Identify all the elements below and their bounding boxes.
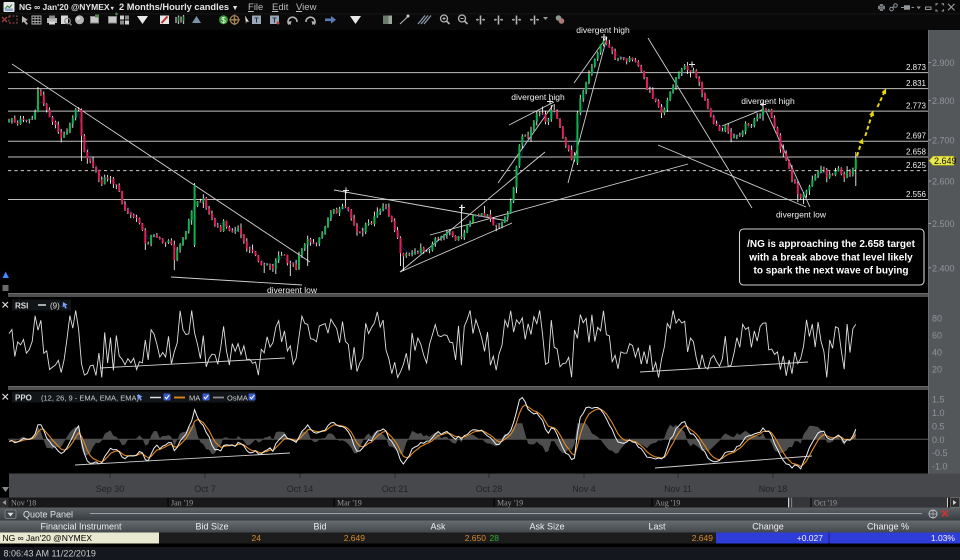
svg-text:NG ∞ Jan'20 @NYMEX: NG ∞ Jan'20 @NYMEX	[3, 533, 93, 543]
svg-text:Aug '19: Aug '19	[655, 498, 680, 507]
svg-text:MA: MA	[189, 394, 200, 403]
svg-text:1.5: 1.5	[932, 395, 945, 405]
svg-text:Quote Panel: Quote Panel	[23, 510, 73, 520]
svg-text:Oct 21: Oct 21	[382, 484, 409, 494]
svg-text:(12, 26, 9 - EMA, EMA, EMA): (12, 26, 9 - EMA, EMA, EMA)	[41, 394, 139, 403]
svg-text:Ask: Ask	[430, 522, 446, 532]
svg-text:0.0: 0.0	[932, 435, 945, 445]
svg-text:Change: Change	[752, 522, 784, 532]
svg-text:$: $	[221, 16, 226, 25]
svg-text:2.773: 2.773	[906, 102, 927, 111]
svg-text:2.649: 2.649	[344, 533, 366, 543]
svg-text:2.649: 2.649	[692, 533, 714, 543]
svg-text:60: 60	[932, 331, 942, 341]
svg-text:Nov 11: Nov 11	[664, 484, 692, 494]
svg-text:+0.027: +0.027	[797, 533, 824, 543]
svg-text:with a break above that level: with a break above that level likely	[748, 253, 913, 264]
svg-text:2.800: 2.800	[932, 96, 955, 106]
svg-text:Bid Size: Bid Size	[195, 522, 228, 532]
svg-text:24: 24	[252, 533, 262, 543]
svg-text:Jan '19: Jan '19	[171, 498, 193, 507]
svg-text:PPO: PPO	[15, 394, 32, 403]
svg-text:Oct '19: Oct '19	[814, 498, 837, 507]
svg-text:80: 80	[932, 314, 942, 324]
svg-text:Bid: Bid	[313, 522, 326, 532]
svg-text:20: 20	[932, 365, 942, 375]
svg-text:1.0: 1.0	[932, 408, 945, 418]
svg-text:divergent low: divergent low	[776, 210, 827, 220]
svg-text:Oct 14: Oct 14	[287, 484, 314, 494]
svg-text:T: T	[254, 18, 259, 25]
svg-text:Financial Instrument: Financial Instrument	[40, 522, 122, 532]
svg-text:divergent high: divergent high	[741, 96, 795, 106]
svg-text:-1.0: -1.0	[932, 462, 948, 472]
svg-text:T: T	[272, 18, 277, 25]
svg-text:Ask Size: Ask Size	[529, 522, 564, 532]
svg-text:8:06:43 AM 11/22/2019: 8:06:43 AM 11/22/2019	[4, 549, 96, 559]
svg-text:-0.5: -0.5	[932, 448, 948, 458]
svg-text:2.650: 2.650	[465, 533, 487, 543]
svg-text:to spark the next wave of buyi: to spark the next wave of buying	[753, 266, 908, 277]
svg-text:2.625: 2.625	[906, 161, 927, 170]
svg-text:2.600: 2.600	[932, 177, 955, 187]
svg-text:Oct 28: Oct 28	[476, 484, 503, 494]
svg-text:2.400: 2.400	[932, 263, 955, 273]
svg-text:2.658: 2.658	[906, 148, 927, 157]
svg-text:divergent high: divergent high	[511, 92, 565, 102]
svg-text:Last: Last	[648, 522, 666, 532]
svg-text:May '19: May '19	[497, 498, 523, 507]
svg-text:Nov '18: Nov '18	[11, 498, 36, 507]
svg-text:1.03%: 1.03%	[931, 533, 956, 543]
svg-text:Sep 30: Sep 30	[96, 484, 125, 494]
svg-text:/NG is approaching the 2.658 t: /NG is approaching the 2.658 target	[747, 239, 915, 250]
svg-text:2.873: 2.873	[906, 63, 927, 72]
svg-text:0.5: 0.5	[932, 421, 945, 431]
svg-text:2.697: 2.697	[906, 132, 927, 141]
svg-text:Mar '19: Mar '19	[337, 498, 362, 507]
svg-text:2.831: 2.831	[906, 79, 927, 88]
svg-text:Change %: Change %	[867, 522, 909, 532]
svg-text:divergent high: divergent high	[576, 25, 630, 35]
svg-text:Nov 18: Nov 18	[759, 484, 788, 494]
svg-text:Oct 7: Oct 7	[194, 484, 216, 494]
svg-text:28: 28	[490, 533, 500, 543]
svg-text:2.900: 2.900	[932, 58, 955, 68]
svg-text:divergent low: divergent low	[267, 285, 318, 295]
svg-text:40: 40	[932, 348, 942, 358]
svg-text:2.500: 2.500	[932, 219, 955, 229]
svg-text:(9): (9)	[50, 302, 60, 311]
svg-text:2.556: 2.556	[906, 190, 927, 199]
svg-text:Nov 4: Nov 4	[572, 484, 596, 494]
svg-text:RSI: RSI	[15, 302, 28, 311]
svg-text:2.649: 2.649	[934, 156, 957, 166]
svg-text:2.700: 2.700	[932, 136, 955, 146]
svg-text:OsMA: OsMA	[227, 394, 248, 403]
